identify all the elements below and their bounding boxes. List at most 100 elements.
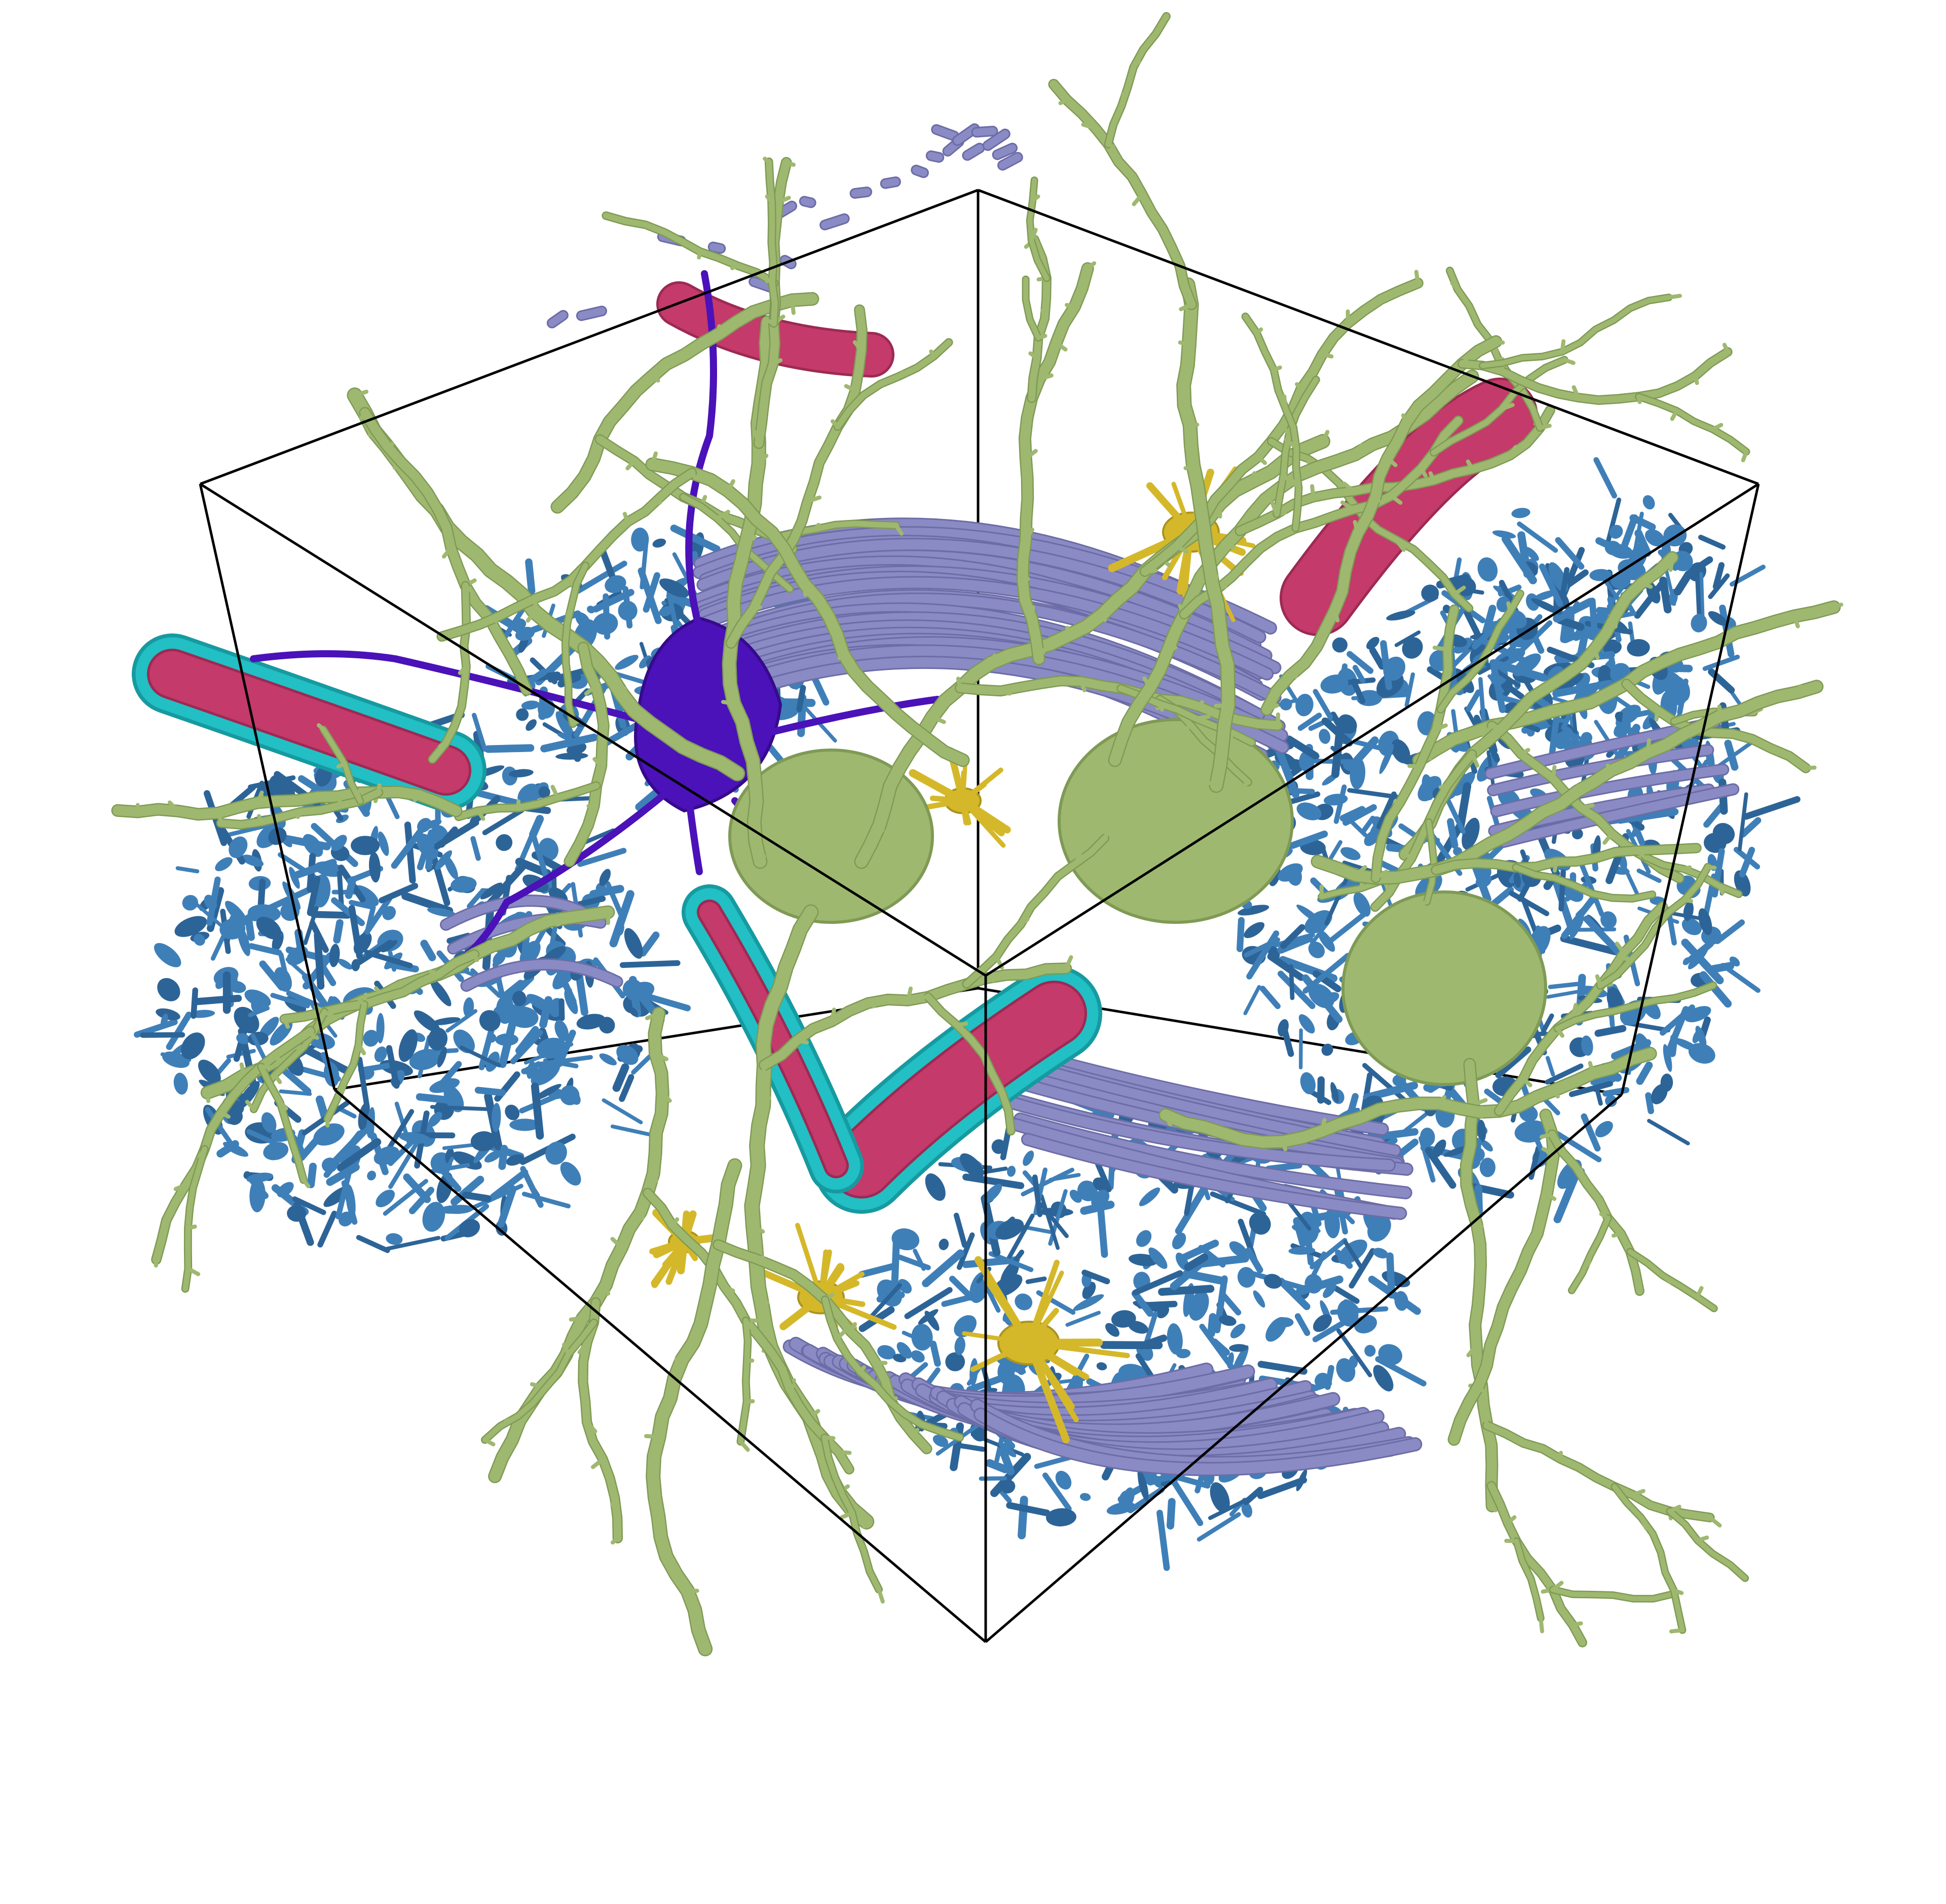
astrocyte-process bbox=[175, 866, 200, 874]
astrocyte-blob bbox=[486, 1033, 497, 1043]
dendritic-spine bbox=[1283, 427, 1291, 436]
astrocyte-blob bbox=[161, 1013, 168, 1028]
astrocyte-blob bbox=[1432, 1139, 1446, 1159]
astrocyte-process bbox=[349, 900, 374, 910]
astrocyte-process bbox=[962, 1173, 1025, 1189]
dendrite-network bbox=[111, 12, 1844, 1657]
astrocyte-blob bbox=[1350, 757, 1366, 790]
astrocyte-blob bbox=[1421, 584, 1439, 602]
dendritic-spine bbox=[1540, 1132, 1554, 1139]
dendrite bbox=[738, 1318, 751, 1444]
astrocyte-blob bbox=[1079, 1493, 1091, 1501]
astrocyte-process bbox=[484, 744, 535, 753]
astrocyte-blob bbox=[1589, 569, 1612, 581]
astrocyte-blob bbox=[659, 578, 689, 598]
astrocyte-blob bbox=[367, 1171, 377, 1181]
astrocyte-blob bbox=[1698, 908, 1712, 936]
dendritic-spine bbox=[802, 581, 808, 597]
astrocyte-blob bbox=[491, 1103, 501, 1132]
dendritic-spine bbox=[765, 194, 774, 204]
dendritic-spine bbox=[1612, 1484, 1622, 1497]
astrocyte-process bbox=[1196, 1512, 1241, 1542]
astrocyte-process bbox=[471, 713, 488, 752]
astrocyte-blob bbox=[1244, 922, 1265, 939]
dendritic-spine bbox=[906, 986, 913, 1003]
astrocyte-process bbox=[403, 1173, 431, 1203]
dendritic-spine bbox=[1551, 1581, 1564, 1592]
axon bbox=[999, 1054, 1400, 1156]
dendritic-spine bbox=[1343, 562, 1350, 574]
astrocyte-blob bbox=[1298, 1014, 1315, 1034]
dendritic-spine bbox=[771, 358, 783, 366]
astrocyte-blob bbox=[1524, 547, 1539, 561]
dendritic-spine bbox=[1466, 1343, 1479, 1358]
astrocyte-process bbox=[379, 883, 419, 904]
dendritic-spine bbox=[1178, 340, 1191, 347]
astrocyte-process bbox=[1568, 1080, 1613, 1097]
dendritic-spine bbox=[738, 1439, 750, 1452]
dendritic-spine bbox=[1477, 1382, 1484, 1392]
dendritic-spine bbox=[1220, 737, 1226, 748]
dendritic-spine bbox=[1106, 142, 1115, 149]
dendritic-spine bbox=[729, 634, 740, 646]
dendritic-spine bbox=[762, 393, 768, 405]
dendritic-spine bbox=[1054, 341, 1068, 352]
astrocyte-process bbox=[1032, 1174, 1043, 1217]
dendritic-spine bbox=[1373, 494, 1381, 503]
dendritic-spine bbox=[245, 1100, 256, 1111]
dendritic-spine bbox=[1555, 1026, 1564, 1038]
dendritic-spine bbox=[1295, 382, 1303, 391]
astrocyte-blob bbox=[451, 876, 477, 893]
dendritic-spine bbox=[173, 1182, 188, 1191]
astrocyte-process bbox=[490, 1169, 529, 1200]
astrocyte-process bbox=[1418, 1136, 1436, 1183]
astrocyte-process bbox=[1553, 598, 1594, 623]
astrocyte-blob bbox=[617, 921, 624, 936]
astrocyte-process bbox=[535, 1055, 593, 1067]
dendritic-spine bbox=[721, 700, 736, 706]
dendritic-spine bbox=[566, 602, 574, 617]
astrocyte-blob bbox=[430, 979, 452, 1006]
astrocyte-blob bbox=[277, 1182, 294, 1198]
microglia-process bbox=[1025, 1339, 1090, 1380]
astrocyte-blob bbox=[1318, 929, 1335, 952]
astrocyte-process bbox=[1095, 1161, 1112, 1192]
dendritic-spine bbox=[585, 1420, 597, 1434]
dendritic-spine bbox=[275, 1052, 281, 1064]
dendritic-spine bbox=[1586, 1252, 1593, 1267]
astrocyte-blob bbox=[1600, 911, 1617, 929]
dendritic-spine bbox=[1354, 865, 1367, 878]
astrocyte-blob bbox=[480, 882, 503, 900]
dendrite bbox=[1262, 336, 1501, 715]
dendritic-spine bbox=[1078, 679, 1087, 692]
astrocyte-process bbox=[1542, 1097, 1560, 1115]
astrocyte-process bbox=[904, 1287, 953, 1319]
astrocyte-blob bbox=[1554, 731, 1571, 750]
astrocyte-process bbox=[417, 1035, 431, 1078]
astrocyte-blob bbox=[1219, 1315, 1237, 1326]
dendritic-spine bbox=[591, 1457, 605, 1469]
astrocyte-process bbox=[317, 1210, 338, 1248]
dendritic-spine bbox=[1527, 371, 1540, 382]
dendritic-spine bbox=[763, 157, 771, 164]
astrocyte-process bbox=[1304, 758, 1361, 765]
astrocyte-blob bbox=[1229, 1241, 1248, 1258]
astrocyte-blob bbox=[363, 1030, 379, 1047]
microglia-process bbox=[1025, 1339, 1070, 1444]
astrocyte-process bbox=[1509, 890, 1550, 916]
astrocyte-blob bbox=[505, 1104, 520, 1121]
astrocyte-process bbox=[1324, 1365, 1334, 1390]
dendritic-spine bbox=[844, 384, 857, 393]
dendrite bbox=[1513, 865, 1655, 902]
astrocyte-process bbox=[467, 890, 484, 909]
astrocyte-blob bbox=[373, 1146, 400, 1165]
astrocyte-blob bbox=[386, 1233, 403, 1245]
astrocyte-process bbox=[1343, 1240, 1363, 1269]
astrocyte-blob bbox=[1069, 1189, 1082, 1203]
astrocyte-blob bbox=[1681, 918, 1702, 936]
dendritic-spine bbox=[1695, 1535, 1709, 1543]
astrocyte-blob bbox=[374, 1047, 387, 1062]
dendritic-spine bbox=[1568, 702, 1580, 710]
astrocyte-blob bbox=[470, 1131, 497, 1151]
dendritic-spine bbox=[555, 497, 564, 509]
